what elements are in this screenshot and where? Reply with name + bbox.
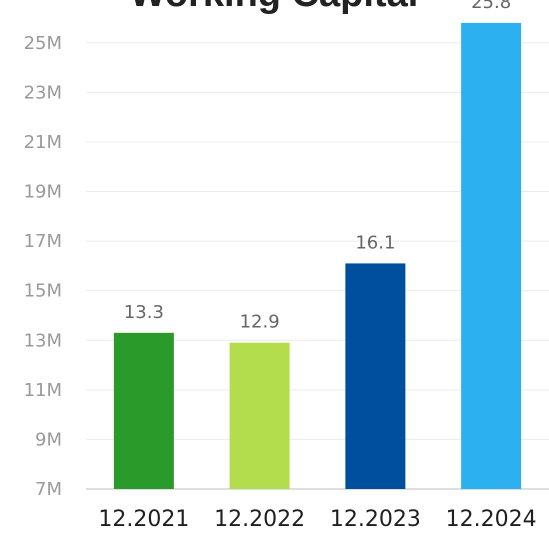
y-tick-label: 23M <box>24 82 62 103</box>
y-tick-label: 15M <box>24 281 62 302</box>
data-labels: 13.3 12.9 16.1 25.8 <box>124 0 511 333</box>
y-tick-label: 25M <box>24 33 62 54</box>
x-tick-label-12.2023: 12.2023 <box>330 507 421 532</box>
bar-12.2024 <box>461 22 522 490</box>
y-tick-label: 11M <box>24 380 62 401</box>
y-tick-label: 21M <box>24 132 62 153</box>
y-tick-label: 13M <box>24 330 62 351</box>
bar-12.2022 <box>229 342 290 489</box>
chart-title: Working Capital <box>130 0 419 15</box>
data-label-12.2023: 16.1 <box>355 232 395 253</box>
x-tick-label-12.2024: 12.2024 <box>446 507 537 532</box>
y-axis-ticks: 7M 9M 11M 13M 15M 17M 19M 21M 23M 25M <box>24 33 62 500</box>
y-tick-label: 9M <box>35 429 62 450</box>
y-tick-label: 19M <box>24 182 62 203</box>
x-axis-ticks: 12.2021 12.2022 12.2023 12.2024 <box>98 507 536 532</box>
bar-12.2023 <box>345 263 406 489</box>
data-label-12.2024: 25.8 <box>471 0 511 13</box>
y-tick-label: 17M <box>24 231 62 252</box>
bar-12.2021 <box>113 332 174 489</box>
bars <box>113 22 522 490</box>
data-label-12.2021: 13.3 <box>124 302 164 323</box>
x-tick-label-12.2021: 12.2021 <box>98 507 189 532</box>
x-tick-label-12.2022: 12.2022 <box>214 507 305 532</box>
y-tick-label: 7M <box>35 479 62 500</box>
data-label-12.2022: 12.9 <box>240 312 280 333</box>
